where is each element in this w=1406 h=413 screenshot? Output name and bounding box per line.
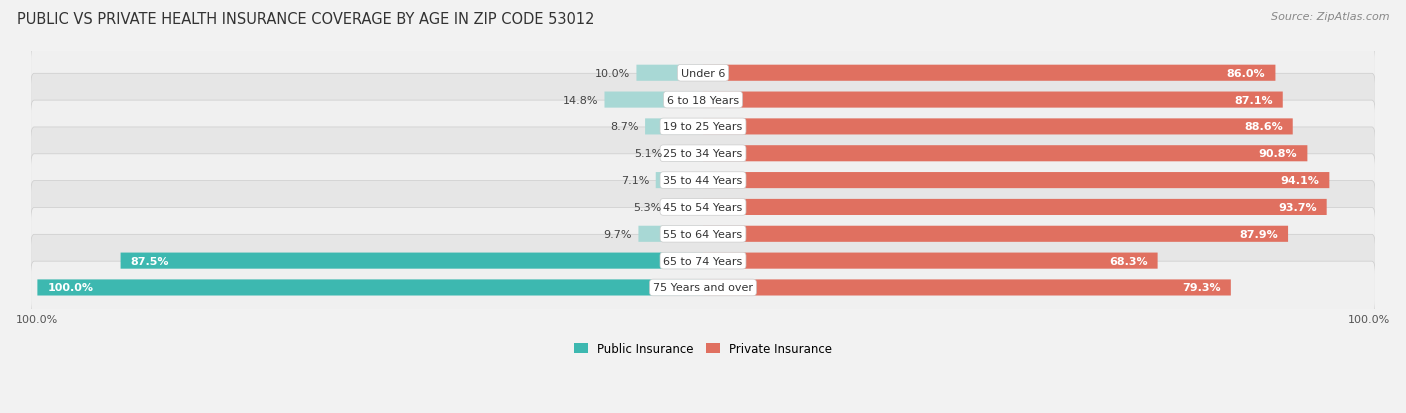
- Legend: Public Insurance, Private Insurance: Public Insurance, Private Insurance: [569, 337, 837, 360]
- FancyBboxPatch shape: [605, 92, 703, 108]
- Text: 100.0%: 100.0%: [48, 283, 93, 293]
- FancyBboxPatch shape: [655, 173, 703, 189]
- FancyBboxPatch shape: [703, 199, 1327, 216]
- Text: Source: ZipAtlas.com: Source: ZipAtlas.com: [1271, 12, 1389, 22]
- Text: 94.1%: 94.1%: [1281, 176, 1319, 186]
- FancyBboxPatch shape: [668, 199, 703, 216]
- Text: 79.3%: 79.3%: [1182, 283, 1220, 293]
- Text: 87.1%: 87.1%: [1234, 95, 1272, 105]
- FancyBboxPatch shape: [703, 226, 1288, 242]
- Text: 45 to 54 Years: 45 to 54 Years: [664, 202, 742, 212]
- Text: 86.0%: 86.0%: [1227, 69, 1265, 78]
- Text: 10.0%: 10.0%: [595, 69, 630, 78]
- FancyBboxPatch shape: [637, 66, 703, 82]
- FancyBboxPatch shape: [645, 119, 703, 135]
- FancyBboxPatch shape: [38, 280, 703, 296]
- Text: 9.7%: 9.7%: [603, 229, 631, 239]
- FancyBboxPatch shape: [31, 208, 1375, 261]
- Text: 8.7%: 8.7%: [610, 122, 638, 132]
- Text: 7.1%: 7.1%: [620, 176, 650, 186]
- Text: 14.8%: 14.8%: [562, 95, 598, 105]
- Text: 68.3%: 68.3%: [1109, 256, 1147, 266]
- Text: 5.1%: 5.1%: [634, 149, 662, 159]
- Text: 90.8%: 90.8%: [1258, 149, 1298, 159]
- FancyBboxPatch shape: [703, 119, 1292, 135]
- Text: 87.9%: 87.9%: [1239, 229, 1278, 239]
- Text: 93.7%: 93.7%: [1278, 202, 1316, 212]
- FancyBboxPatch shape: [31, 181, 1375, 234]
- Text: 65 to 74 Years: 65 to 74 Years: [664, 256, 742, 266]
- Text: 19 to 25 Years: 19 to 25 Years: [664, 122, 742, 132]
- Text: 6 to 18 Years: 6 to 18 Years: [666, 95, 740, 105]
- FancyBboxPatch shape: [703, 173, 1329, 189]
- FancyBboxPatch shape: [638, 226, 703, 242]
- FancyBboxPatch shape: [703, 92, 1282, 108]
- FancyBboxPatch shape: [31, 47, 1375, 100]
- FancyBboxPatch shape: [31, 235, 1375, 287]
- Text: 88.6%: 88.6%: [1244, 122, 1282, 132]
- Text: 5.3%: 5.3%: [633, 202, 661, 212]
- FancyBboxPatch shape: [669, 146, 703, 162]
- Text: PUBLIC VS PRIVATE HEALTH INSURANCE COVERAGE BY AGE IN ZIP CODE 53012: PUBLIC VS PRIVATE HEALTH INSURANCE COVER…: [17, 12, 595, 27]
- Text: Under 6: Under 6: [681, 69, 725, 78]
- Text: 75 Years and over: 75 Years and over: [652, 283, 754, 293]
- Text: 55 to 64 Years: 55 to 64 Years: [664, 229, 742, 239]
- FancyBboxPatch shape: [703, 280, 1230, 296]
- FancyBboxPatch shape: [121, 253, 703, 269]
- FancyBboxPatch shape: [31, 261, 1375, 314]
- FancyBboxPatch shape: [31, 74, 1375, 126]
- FancyBboxPatch shape: [31, 154, 1375, 207]
- FancyBboxPatch shape: [703, 146, 1308, 162]
- FancyBboxPatch shape: [703, 66, 1275, 82]
- FancyBboxPatch shape: [31, 101, 1375, 153]
- FancyBboxPatch shape: [31, 128, 1375, 180]
- Text: 87.5%: 87.5%: [131, 256, 169, 266]
- Text: 35 to 44 Years: 35 to 44 Years: [664, 176, 742, 186]
- Text: 25 to 34 Years: 25 to 34 Years: [664, 149, 742, 159]
- FancyBboxPatch shape: [703, 253, 1157, 269]
